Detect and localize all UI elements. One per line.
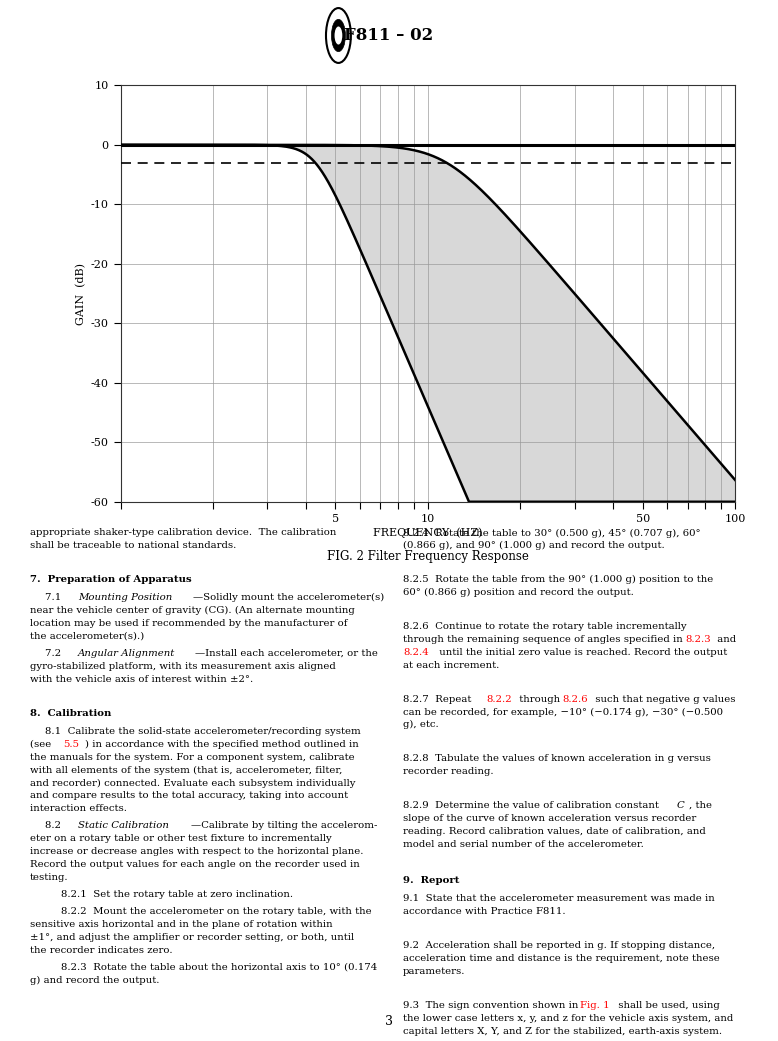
Text: appropriate shaker-type calibration device.  The calibration: appropriate shaker-type calibration devi… bbox=[30, 529, 336, 537]
Text: through the remaining sequence of angles specified in: through the remaining sequence of angles… bbox=[403, 635, 686, 644]
Text: (see: (see bbox=[30, 740, 54, 748]
Text: with all elements of the system (that is, accelerometer, filter,: with all elements of the system (that is… bbox=[30, 765, 342, 775]
Text: capital letters X, Y, and Z for the stabilized, earth-axis system.: capital letters X, Y, and Z for the stab… bbox=[403, 1026, 722, 1036]
Ellipse shape bbox=[335, 26, 342, 45]
Text: 8.2.3  Rotate the table about the horizontal axis to 10° (0.174: 8.2.3 Rotate the table about the horizon… bbox=[61, 963, 377, 971]
Text: 8.1  Calibrate the solid-state accelerometer/recording system: 8.1 Calibrate the solid-state accelerome… bbox=[45, 727, 361, 736]
Text: 9.  Report: 9. Report bbox=[403, 877, 460, 885]
Text: 7.2: 7.2 bbox=[45, 650, 68, 658]
Text: 8.2.6  Continue to rotate the rotary table incrementally: 8.2.6 Continue to rotate the rotary tabl… bbox=[403, 623, 687, 631]
Text: and compare results to the total accuracy, taking into account: and compare results to the total accurac… bbox=[30, 791, 348, 801]
Text: interaction effects.: interaction effects. bbox=[30, 804, 127, 813]
X-axis label: FREQUENCY  (HZ): FREQUENCY (HZ) bbox=[373, 528, 482, 538]
Text: —Calibrate by tilting the accelerom-: —Calibrate by tilting the accelerom- bbox=[191, 821, 377, 831]
Y-axis label: GAIN  (dB): GAIN (dB) bbox=[76, 262, 86, 325]
Text: 8.2.8  Tabulate the values of known acceleration in g versus: 8.2.8 Tabulate the values of known accel… bbox=[403, 755, 711, 763]
Text: the recorder indicates zero.: the recorder indicates zero. bbox=[30, 945, 172, 955]
Text: Fig. 1: Fig. 1 bbox=[580, 1000, 610, 1010]
Text: 8.2.6: 8.2.6 bbox=[562, 694, 588, 704]
Text: the lower case letters x, y, and z for the vehicle axis system, and: the lower case letters x, y, and z for t… bbox=[403, 1014, 733, 1022]
Text: recorder reading.: recorder reading. bbox=[403, 767, 493, 777]
Text: sensitive axis horizontal and in the plane of rotation within: sensitive axis horizontal and in the pla… bbox=[30, 920, 332, 929]
Text: accordance with Practice F811.: accordance with Practice F811. bbox=[403, 907, 566, 916]
Text: increase or decrease angles with respect to the horizontal plane.: increase or decrease angles with respect… bbox=[30, 847, 363, 856]
Ellipse shape bbox=[326, 8, 351, 62]
Text: 8.2.5  Rotate the table from the 90° (1.000 g) position to the: 8.2.5 Rotate the table from the 90° (1.0… bbox=[403, 576, 713, 584]
Text: g) and record the output.: g) and record the output. bbox=[30, 975, 159, 985]
Text: 7.1: 7.1 bbox=[45, 593, 68, 603]
Text: FIG. 2 Filter Frequency Response: FIG. 2 Filter Frequency Response bbox=[327, 550, 529, 562]
Text: 9.3  The sign convention shown in: 9.3 The sign convention shown in bbox=[403, 1000, 582, 1010]
Text: 9.2  Acceleration shall be reported in g. If stopping distance,: 9.2 Acceleration shall be reported in g.… bbox=[403, 941, 715, 950]
Text: —Install each accelerometer, or the: —Install each accelerometer, or the bbox=[195, 650, 378, 658]
Text: parameters.: parameters. bbox=[403, 967, 465, 975]
Text: gyro-stabilized platform, with its measurement axis aligned: gyro-stabilized platform, with its measu… bbox=[30, 662, 335, 671]
Text: slope of the curve of known acceleration versus recorder: slope of the curve of known acceleration… bbox=[403, 814, 696, 822]
Text: the manuals for the system. For a component system, calibrate: the manuals for the system. For a compon… bbox=[30, 753, 354, 762]
Text: and recorder) connected. Evaluate each subsystem individually: and recorder) connected. Evaluate each s… bbox=[30, 779, 355, 788]
Text: Static Calibration: Static Calibration bbox=[78, 821, 169, 831]
Text: , the: , the bbox=[689, 801, 712, 810]
Text: 8.2.9  Determine the value of calibration constant: 8.2.9 Determine the value of calibration… bbox=[403, 801, 662, 810]
Text: 3: 3 bbox=[385, 1015, 393, 1027]
Text: 8.2: 8.2 bbox=[45, 821, 68, 831]
Text: 8.  Calibration: 8. Calibration bbox=[30, 709, 111, 717]
Text: g), etc.: g), etc. bbox=[403, 720, 439, 730]
Text: such that negative g values: such that negative g values bbox=[592, 694, 735, 704]
Text: ±1°, and adjust the amplifier or recorder setting, or both, until: ±1°, and adjust the amplifier or recorde… bbox=[30, 933, 354, 942]
Text: at each increment.: at each increment. bbox=[403, 661, 499, 669]
Text: shall be used, using: shall be used, using bbox=[615, 1000, 720, 1010]
Text: shall be traceable to national standards.: shall be traceable to national standards… bbox=[30, 541, 236, 551]
Text: location may be used if recommended by the manufacturer of: location may be used if recommended by t… bbox=[30, 619, 347, 628]
Text: and: and bbox=[714, 635, 736, 644]
Text: Angular Alignment: Angular Alignment bbox=[78, 650, 175, 658]
Text: (0.866 g), and 90° (1.000 g) and record the output.: (0.866 g), and 90° (1.000 g) and record … bbox=[403, 541, 664, 551]
Text: Mounting Position: Mounting Position bbox=[78, 593, 172, 603]
Text: testing.: testing. bbox=[30, 872, 68, 882]
Text: can be recorded, for example, −10° (−0.174 g), −30° (−0.500: can be recorded, for example, −10° (−0.1… bbox=[403, 708, 723, 716]
Text: model and serial number of the accelerometer.: model and serial number of the accelerom… bbox=[403, 840, 644, 848]
Text: 8.2.3: 8.2.3 bbox=[685, 635, 711, 644]
Text: Record the output values for each angle on the recorder used in: Record the output values for each angle … bbox=[30, 860, 359, 869]
Text: 8.2.2: 8.2.2 bbox=[486, 694, 512, 704]
Text: —Solidly mount the accelerometer(s): —Solidly mount the accelerometer(s) bbox=[193, 593, 384, 603]
Text: C: C bbox=[677, 801, 685, 810]
Text: 8.2.1  Set the rotary table at zero inclination.: 8.2.1 Set the rotary table at zero incli… bbox=[61, 890, 293, 898]
Text: through: through bbox=[516, 694, 563, 704]
Text: reading. Record calibration values, date of calibration, and: reading. Record calibration values, date… bbox=[403, 827, 706, 836]
Text: 60° (0.866 g) position and record the output.: 60° (0.866 g) position and record the ou… bbox=[403, 588, 634, 598]
Ellipse shape bbox=[331, 20, 345, 52]
Text: near the vehicle center of gravity (CG). (An alternate mounting: near the vehicle center of gravity (CG).… bbox=[30, 606, 354, 615]
Text: 5.5: 5.5 bbox=[63, 740, 79, 748]
Text: 7.  Preparation of Apparatus: 7. Preparation of Apparatus bbox=[30, 576, 191, 584]
Text: until the initial zero value is reached. Record the output: until the initial zero value is reached.… bbox=[436, 648, 727, 657]
Text: 8.2.4  Rotate the table to 30° (0.500 g), 45° (0.707 g), 60°: 8.2.4 Rotate the table to 30° (0.500 g),… bbox=[403, 529, 701, 537]
Text: 9.1  State that the accelerometer measurement was made in: 9.1 State that the accelerometer measure… bbox=[403, 894, 715, 904]
Text: acceleration time and distance is the requirement, note these: acceleration time and distance is the re… bbox=[403, 954, 720, 963]
Text: with the vehicle axis of interest within ±2°.: with the vehicle axis of interest within… bbox=[30, 675, 253, 684]
Text: ) in accordance with the specified method outlined in: ) in accordance with the specified metho… bbox=[85, 740, 359, 748]
Text: F811 – 02: F811 – 02 bbox=[345, 27, 433, 44]
Text: 8.2.7  Repeat: 8.2.7 Repeat bbox=[403, 694, 475, 704]
Text: 8.2.4: 8.2.4 bbox=[403, 648, 429, 657]
Text: 8.2.2  Mount the accelerometer on the rotary table, with the: 8.2.2 Mount the accelerometer on the rot… bbox=[61, 907, 371, 916]
Text: the accelerometer(s).): the accelerometer(s).) bbox=[30, 632, 144, 641]
Text: eter on a rotary table or other test fixture to incrementally: eter on a rotary table or other test fix… bbox=[30, 834, 331, 843]
